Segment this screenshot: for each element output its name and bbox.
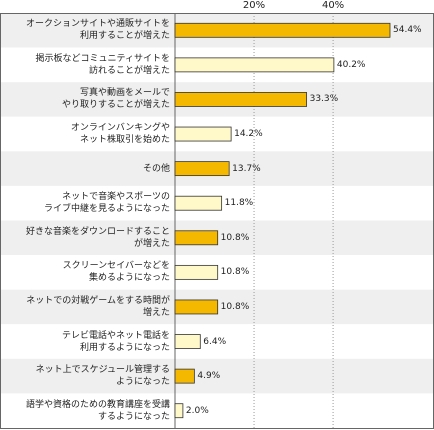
category-label-line: ネット株取引を始めた: [79, 135, 170, 146]
category-label-line: テレビ電話やネット電話を: [61, 330, 170, 341]
category-label: テレビ電話やネット電話を 利用するようになった: [2, 324, 170, 359]
category-label-line: オークションサイトや通販サイトを: [25, 19, 170, 30]
bar: [174, 92, 308, 107]
value-label: 10.8%: [220, 301, 250, 312]
row-background: [1, 393, 433, 428]
category-label-line: 利用するようになった: [79, 342, 170, 353]
bar: [174, 368, 195, 384]
category-label-line: ネットでの対戦ゲームをする時間が: [26, 295, 170, 306]
value-label: 11.8%: [224, 198, 254, 209]
chart-rows: オークションサイトや通販サイトを 利用することが増えた 54.4% 掲示板などコミュニ…: [0, 13, 434, 430]
value-label: 10.8%: [220, 232, 250, 243]
category-label: オンラインバンキングや ネット株取引を始めた: [2, 117, 170, 152]
category-label: オークションサイトや通販サイトを 利用することが増えた: [2, 13, 170, 48]
x-tick-label: 20%: [242, 0, 266, 11]
category-label-line: 好きな音楽をダウンロードすること: [25, 226, 170, 237]
category-label-line: その他: [142, 163, 170, 174]
value-label: 13.7%: [232, 163, 261, 174]
category-label-line: ネット上でスケジュール管理する: [35, 365, 170, 376]
value-label: 33.3%: [309, 94, 339, 105]
bar: [174, 126, 232, 142]
category-label-line: するようになった: [97, 411, 170, 422]
category-label-line: ネットで音楽やスポーツの: [62, 192, 170, 203]
x-tick-label: 40%: [321, 0, 345, 11]
category-label: 語学や資格のための教育講座を受講 するようになった: [2, 393, 170, 428]
value-label: 6.4%: [203, 336, 227, 347]
category-label: ネットで音楽やスポーツの ライブ中継を見るようになった: [2, 186, 170, 221]
row-background: [1, 324, 433, 359]
category-label-line: 集めるようになった: [88, 273, 170, 284]
bar: [174, 299, 219, 315]
category-label-line: 訪れることが増えた: [88, 65, 170, 76]
value-label: 10.8%: [220, 267, 250, 278]
category-label-line: 語学や資格のための教育講座を受講: [25, 399, 170, 410]
bar: [174, 57, 335, 73]
value-label: 14.2%: [234, 129, 263, 140]
category-label-line: ライブ中継を見るようになった: [43, 204, 170, 215]
bar: [174, 195, 223, 211]
category-label: 掲示板などコミュニティサイトを 訪れることが増えた: [2, 48, 170, 83]
bar: [174, 22, 391, 38]
value-label: 40.2%: [336, 59, 366, 70]
bar: [174, 334, 201, 349]
category-label: ネット上でスケジュール管理する ようになった: [2, 359, 170, 394]
bar: [174, 230, 219, 246]
value-label: 54.4%: [393, 25, 422, 36]
category-label-line: 写真や動画をメールで: [79, 88, 170, 99]
category-label: 好きな音楽をダウンロードすること が増えた: [2, 221, 170, 256]
category-label-line: スクリーンセイバーなどを: [62, 261, 170, 272]
x-axis-ticks: 20% 40%: [0, 0, 434, 14]
value-label: 4.9%: [197, 371, 221, 382]
row-background: [1, 358, 433, 394]
bar: [174, 403, 184, 419]
category-label-line: 増えた: [142, 307, 170, 318]
bar: [174, 161, 230, 177]
bar: [174, 264, 219, 280]
category-label-line: が増えた: [133, 238, 170, 249]
category-label-line: オンラインバンキングや: [70, 123, 170, 134]
category-label: ネットでの対戦ゲームをする時間が 増えた: [2, 290, 170, 325]
category-label-line: ようになった: [115, 377, 170, 388]
category-label: その他: [2, 151, 170, 186]
value-label: 2.0%: [185, 405, 209, 416]
category-label-line: 利用することが増えた: [79, 31, 170, 42]
category-label: 写真や動画をメールで やり取りすることが増えた: [2, 82, 170, 117]
category-label-line: やり取りすることが増えた: [61, 100, 170, 111]
category-label-line: 掲示板などコミュニティサイトを: [35, 53, 170, 64]
category-label: スクリーンセイバーなどを 集めるようになった: [2, 255, 170, 290]
